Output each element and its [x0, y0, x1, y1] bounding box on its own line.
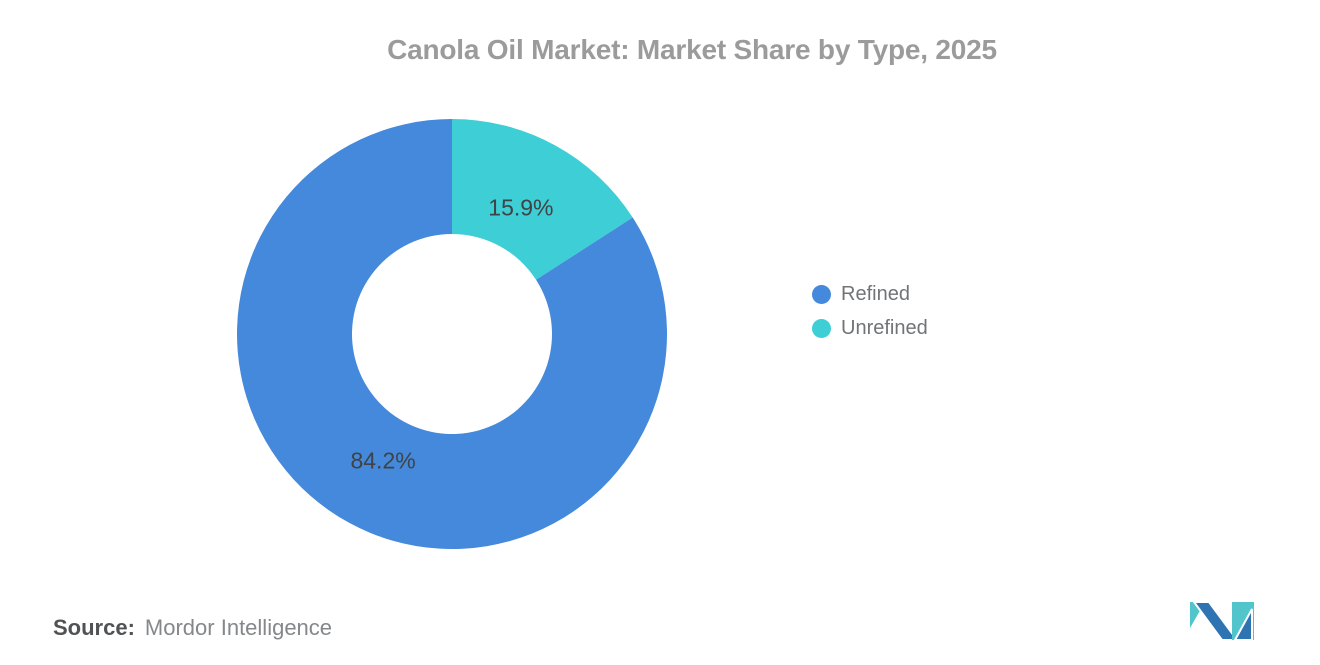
pie-slice-refined[interactable]	[237, 119, 667, 549]
source-value: Mordor Intelligence	[144, 615, 333, 640]
legend-swatch-unrefined	[812, 318, 831, 338]
logo-blue-band	[1192, 601, 1239, 641]
logo-right-blue-triangle	[1233, 608, 1253, 641]
donut-chart: 15.9% 84.2%	[237, 119, 667, 549]
slice-label-unrefined: 15.9%	[488, 195, 553, 221]
mordor-intelligence-logo	[1190, 601, 1254, 641]
chart-title: Canola Oil Market: Market Share by Type,…	[387, 34, 997, 65]
legend-label-refined: Refined	[841, 283, 910, 305]
legend-item-unrefined[interactable]: Unrefined	[812, 318, 928, 338]
legend-item-refined[interactable]: Refined	[812, 284, 928, 304]
source-label: Source:	[53, 615, 135, 640]
chart-legend: Refined Unrefined	[812, 284, 928, 352]
slice-label-refined: 84.2%	[350, 447, 415, 473]
pie-slice-unrefined[interactable]	[452, 119, 633, 280]
legend-swatch-refined	[812, 284, 831, 304]
source-line: Source: Mordor Intelligence	[53, 615, 332, 641]
legend-label-unrefined: Unrefined	[841, 317, 928, 339]
